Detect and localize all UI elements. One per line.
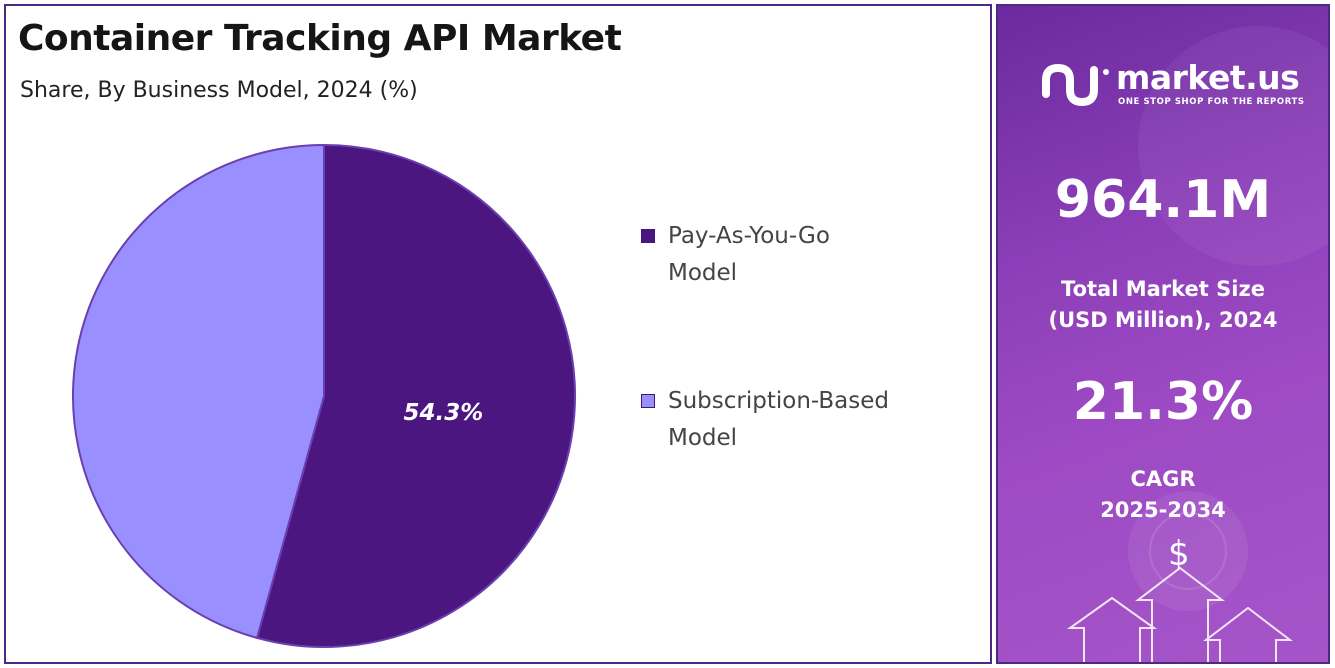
market-size-label-line: (USD Million), 2024: [1048, 308, 1278, 332]
pie-slice-pay-as-you-go-model: [255, 143, 576, 648]
chart-title: Container Tracking API Market: [18, 18, 622, 59]
summary-sidebar: market.us ONE STOP SHOP FOR THE REPORTS …: [996, 4, 1330, 664]
pie-data-label: 54.3%: [403, 400, 483, 426]
cagr-label: CAGR 2025-2034: [998, 464, 1328, 526]
legend-label-line: Model: [668, 260, 738, 286]
arrow-up-icon: [1066, 566, 1293, 662]
pie-slice-subscription-based-model: [72, 143, 325, 640]
chart-subtitle: Share, By Business Model, 2024 (%): [20, 78, 418, 103]
market-size-label: Total Market Size (USD Million), 2024: [998, 274, 1328, 336]
legend-label-line: Subscription-Based: [668, 388, 889, 414]
legend-label-line: Pay-As-You-Go: [668, 223, 830, 249]
legend-label-line: Model: [668, 425, 738, 451]
cagr-label-line: CAGR: [1130, 467, 1196, 491]
legend-label-pay-as-you-go: Pay-As-You-Go Model: [668, 218, 938, 292]
background-decoration: [1066, 26, 1328, 662]
legend-label-subscription: Subscription-Based Model: [668, 383, 938, 457]
pie-labels: 54.3%: [403, 400, 483, 426]
dollar-icon: $: [1168, 534, 1190, 574]
brand-logo: market.us ONE STOP SHOP FOR THE REPORTS: [1038, 56, 1318, 112]
brand-tagline: ONE STOP SHOP FOR THE REPORTS: [1118, 97, 1305, 107]
cagr-label-line: 2025-2034: [1100, 498, 1226, 522]
legend-swatch-pay-as-you-go: [641, 229, 655, 243]
market-size-label-line: Total Market Size: [1061, 277, 1265, 301]
brand-name: market.us: [1116, 58, 1300, 97]
market-size-value: 964.1M: [1054, 170, 1272, 230]
market-us-logo-icon: [1042, 63, 1109, 107]
pie-chart: 54.3%: [72, 143, 576, 648]
pie-slices: [72, 143, 576, 648]
cagr-value: 21.3%: [1072, 372, 1254, 432]
legend-swatch-subscription: [641, 394, 655, 408]
